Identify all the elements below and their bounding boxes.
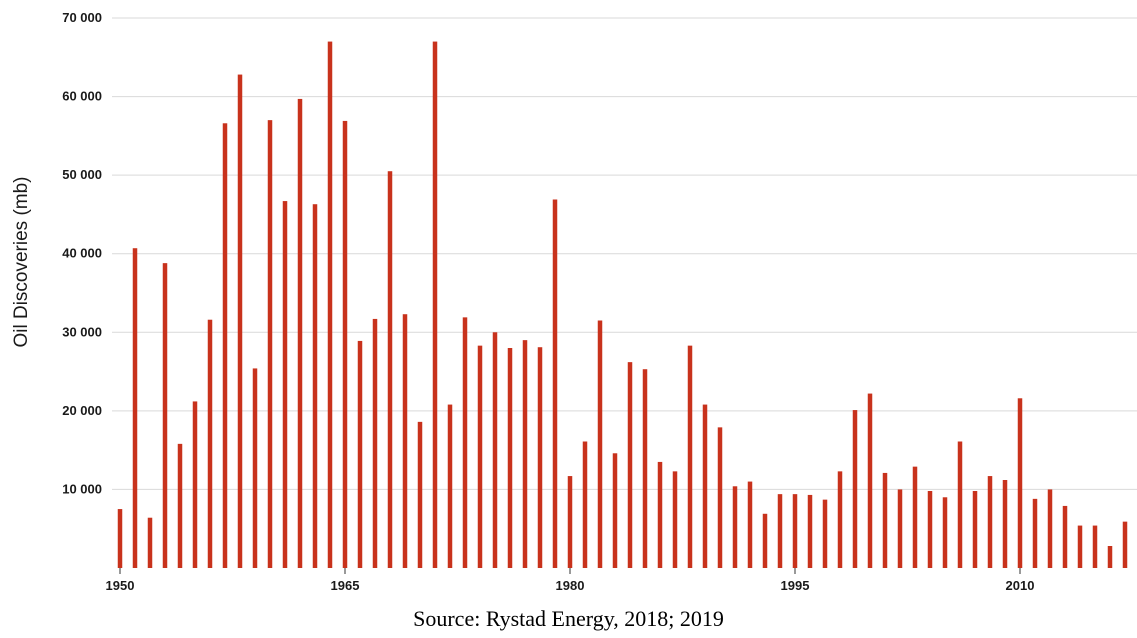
bar-2011 [1032, 498, 1038, 568]
bar-1972 [447, 404, 453, 568]
bar-2015 [1092, 525, 1098, 568]
x-tick-label: 1950 [106, 578, 135, 593]
y-tick-label: 50 000 [62, 167, 102, 182]
bar-2009 [1002, 480, 1008, 568]
source-caption: Source: Rystad Energy, 2018; 2019 [413, 606, 724, 631]
bar-1981 [582, 441, 588, 568]
bar-1992 [747, 481, 753, 568]
bar-1975 [492, 332, 498, 568]
x-tick-label: 1980 [556, 578, 585, 593]
bar-2013 [1062, 505, 1068, 568]
bar-2000 [867, 393, 873, 568]
bar-1999 [852, 410, 858, 568]
bar-1960 [267, 120, 273, 569]
bar-2008 [987, 476, 993, 568]
bar-1954 [177, 443, 183, 568]
bar-2002 [897, 489, 903, 568]
bar-1958 [237, 74, 243, 569]
bar-1985 [642, 369, 648, 568]
bar-1974 [477, 345, 483, 568]
bar-1986 [657, 461, 663, 568]
bar-1983 [612, 453, 618, 568]
bar-1980 [567, 476, 573, 568]
bar-1987 [672, 471, 678, 568]
x-axis-ticks: 1950 1965 1980 1995 2010 [106, 568, 1035, 593]
bar-1988 [687, 345, 693, 568]
x-tick-label: 2010 [1006, 578, 1035, 593]
y-tick-label: 60 000 [62, 89, 102, 104]
bar-1978 [537, 347, 543, 568]
bar-1969 [402, 314, 408, 568]
x-tick-label: 1965 [331, 578, 360, 593]
bar-2012 [1047, 489, 1053, 568]
bar-1952 [147, 517, 153, 568]
bar-1965 [342, 120, 348, 568]
bar-2016 [1107, 546, 1113, 568]
bar-1991 [732, 486, 738, 568]
y-tick-label: 70 000 [62, 10, 102, 25]
bar-1997 [822, 499, 828, 568]
y-axis-title: Oil Discoveries (mb) [11, 176, 32, 347]
bar-1973 [462, 317, 468, 568]
bar-1970 [417, 421, 423, 568]
x-tick-label: 1995 [781, 578, 810, 593]
bar-2007 [972, 491, 978, 568]
bar-1959 [252, 368, 258, 568]
bar-2003 [912, 466, 918, 568]
bar-2010 [1017, 398, 1023, 568]
bar-1957 [222, 123, 228, 569]
bar-1963 [312, 204, 318, 568]
bar-1998 [837, 471, 843, 568]
bar-1976 [507, 348, 513, 568]
bar-1962 [297, 98, 303, 568]
bar-1979 [552, 199, 558, 568]
bar-2001 [882, 472, 888, 568]
bar-2006 [957, 441, 963, 568]
bar-1953 [162, 263, 168, 568]
y-tick-label: 40 000 [62, 246, 102, 261]
y-axis-ticks: 10 000 20 000 30 000 40 000 50 000 60 000 70 0… [62, 10, 102, 496]
bars [117, 41, 1128, 569]
bar-1961 [282, 201, 288, 569]
y-tick-label: 20 000 [62, 403, 102, 418]
bar-1971 [432, 41, 438, 569]
bar-1996 [807, 494, 813, 568]
bar-1966 [357, 340, 363, 568]
bar-2014 [1077, 525, 1083, 568]
bar-1955 [192, 401, 198, 568]
bar-1989 [702, 404, 708, 568]
oil-discoveries-bar-chart: 10 000 20 000 30 000 40 000 50 000 60 000 70 0… [11, 10, 1137, 593]
bar-1950 [117, 509, 123, 568]
bar-2005 [942, 497, 948, 568]
bar-1982 [597, 320, 603, 568]
bar-1967 [372, 318, 378, 568]
bar-1984 [627, 362, 633, 568]
y-tick-label: 10 000 [62, 481, 102, 496]
bar-1977 [522, 340, 528, 568]
bar-1990 [717, 427, 723, 568]
y-tick-label: 30 000 [62, 324, 102, 339]
bar-1951 [132, 248, 138, 568]
bar-1995 [792, 494, 798, 568]
bar-1993 [762, 513, 768, 568]
bar-1964 [327, 41, 333, 569]
bar-1956 [207, 319, 213, 568]
bar-1994 [777, 494, 783, 568]
bar-1968 [387, 171, 393, 568]
gridlines [112, 17, 1137, 490]
bar-2004 [927, 491, 933, 568]
bar-2017 [1122, 521, 1128, 568]
